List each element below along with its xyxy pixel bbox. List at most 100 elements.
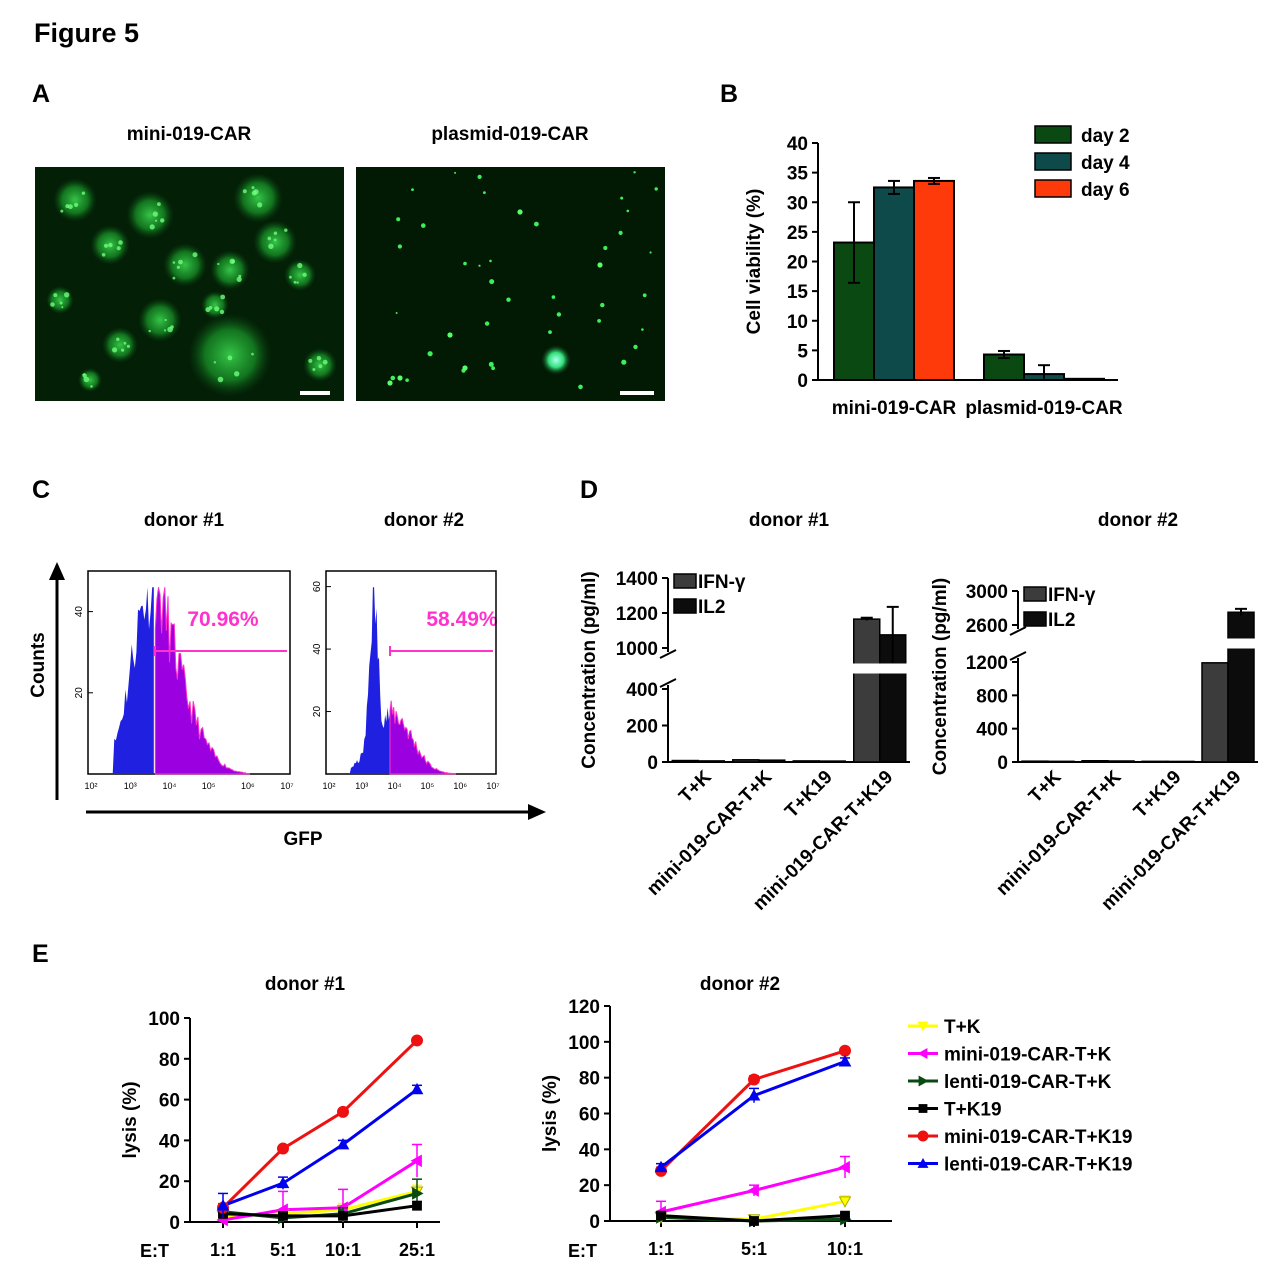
- cell-speckle: [116, 337, 120, 341]
- y-tick-label: 100: [568, 1033, 600, 1054]
- legend-label: day 4: [1081, 153, 1130, 174]
- histogram-title-donor2: donor #2: [384, 510, 464, 531]
- y-tick-label: 20: [159, 1172, 180, 1193]
- x-tick-label: 1:1: [648, 1239, 674, 1259]
- cell-speckle: [164, 318, 167, 322]
- y-tick-label: 400: [976, 720, 1008, 741]
- data-point: [278, 1210, 288, 1221]
- data-point: [838, 1196, 852, 1208]
- cell-speckle: [50, 302, 55, 307]
- gfp-dot: [597, 319, 601, 323]
- cell-speckle: [83, 376, 90, 383]
- panel-letter-a: A: [32, 80, 50, 108]
- cell-cluster: [53, 178, 97, 222]
- panel-a: mini-019-CAR plasmid-019-CAR: [35, 124, 665, 401]
- gfp-dot: [390, 375, 396, 381]
- cell-cluster: [102, 327, 138, 363]
- chart-title: donor #1: [265, 974, 346, 995]
- data-point: [747, 1184, 759, 1197]
- cell-speckle: [297, 262, 303, 269]
- legend-swatch: [1023, 586, 1047, 602]
- cell-speckle: [214, 306, 220, 312]
- panel-b-bar-chart: 0 5 10 15 20 25 30 35 40 Cell viability (%) mini-0…: [744, 125, 1130, 419]
- gfp-axis-label: GFP: [283, 829, 322, 850]
- gfp-dot: [548, 330, 552, 334]
- cell-speckle: [152, 211, 158, 217]
- cell-speckle: [157, 202, 161, 207]
- legend-label: IL2: [1048, 610, 1075, 631]
- histogram-x-tick-label: 10⁵: [202, 781, 216, 791]
- cell-speckle: [268, 243, 274, 249]
- data-point: [840, 1210, 850, 1221]
- cell-speckle: [53, 293, 58, 298]
- cell-speckle: [81, 191, 86, 195]
- gfp-dot: [405, 378, 409, 383]
- micrograph-plasmid: [356, 167, 665, 401]
- cell-speckle: [236, 276, 242, 282]
- gfp-dot: [387, 380, 393, 386]
- x-category-label: plasmid-019-CAR: [965, 398, 1123, 419]
- y-tick-label: 0: [997, 753, 1008, 774]
- data-point: [839, 1044, 852, 1057]
- cell-speckle: [251, 186, 255, 190]
- legend-swatch: [1034, 152, 1072, 171]
- cell-speckle: [322, 359, 328, 365]
- y-tick-label: 15: [787, 282, 809, 303]
- data-point: [216, 1199, 230, 1211]
- gfp-dot: [517, 209, 523, 215]
- data-point: [838, 1055, 852, 1067]
- micrograph-label-plasmid: plasmid-019-CAR: [431, 124, 589, 145]
- chart-title: donor #1: [749, 510, 830, 531]
- cell-speckle: [108, 242, 113, 248]
- gfp-dot: [600, 302, 605, 308]
- x-category-label: T+K: [1025, 766, 1066, 807]
- cell-speckle: [308, 358, 313, 363]
- histogram-y-tick-label: 40: [74, 606, 85, 618]
- gfp-dot: [397, 244, 402, 249]
- bar-break-gap: [878, 663, 907, 674]
- gfp-dot: [427, 351, 433, 357]
- cell-speckle: [176, 265, 180, 269]
- y-tick-label: 400: [626, 680, 658, 701]
- gfp-dot: [478, 264, 481, 267]
- y-tick-label: 1400: [616, 569, 658, 590]
- axis-break-mark: [659, 649, 677, 659]
- bar: [697, 760, 725, 763]
- legend-swatch: [1023, 611, 1047, 627]
- chart-title: donor #2: [700, 974, 780, 995]
- histogram-y-tick-label: 20: [74, 687, 85, 699]
- cell-speckle: [116, 246, 121, 251]
- y-tick-label: 40: [579, 1140, 600, 1161]
- panel-letter-b: B: [720, 80, 738, 108]
- y-tick-label: 60: [159, 1091, 180, 1112]
- cell-speckle: [172, 276, 176, 280]
- cell-cluster: [46, 286, 74, 314]
- bar: [732, 759, 760, 763]
- gfp-dot: [534, 221, 539, 227]
- micrograph-mini-cells: [46, 173, 337, 397]
- gfp-dot: [654, 187, 658, 191]
- y-tick-label: 5: [797, 341, 808, 362]
- x-tick-label: 25:1: [399, 1240, 435, 1260]
- data-point: [748, 1073, 761, 1086]
- chart-title: donor #2: [1098, 510, 1178, 531]
- data-point: [338, 1210, 348, 1221]
- bar: [1063, 377, 1105, 382]
- gfp-dot: [397, 375, 403, 381]
- micrograph-plasmid-cells: [387, 171, 658, 390]
- gfp-dot: [484, 321, 490, 326]
- cell-speckle: [103, 243, 109, 248]
- bar: [1107, 760, 1135, 763]
- cell-speckle: [220, 294, 226, 300]
- y-tick-label: 40: [787, 134, 808, 155]
- data-point: [654, 1160, 668, 1173]
- y-tick-label: 0: [797, 371, 808, 392]
- cell-speckle: [148, 329, 151, 333]
- gfp-dot: [454, 171, 457, 174]
- legend-label: IFN-γ: [1048, 585, 1096, 606]
- cell-speckle: [316, 356, 322, 361]
- histogram-x-tick-label: 10⁶: [241, 781, 255, 791]
- cell-speckle: [318, 364, 323, 369]
- cell-speckle: [251, 352, 254, 356]
- legend-swatch: [673, 573, 697, 589]
